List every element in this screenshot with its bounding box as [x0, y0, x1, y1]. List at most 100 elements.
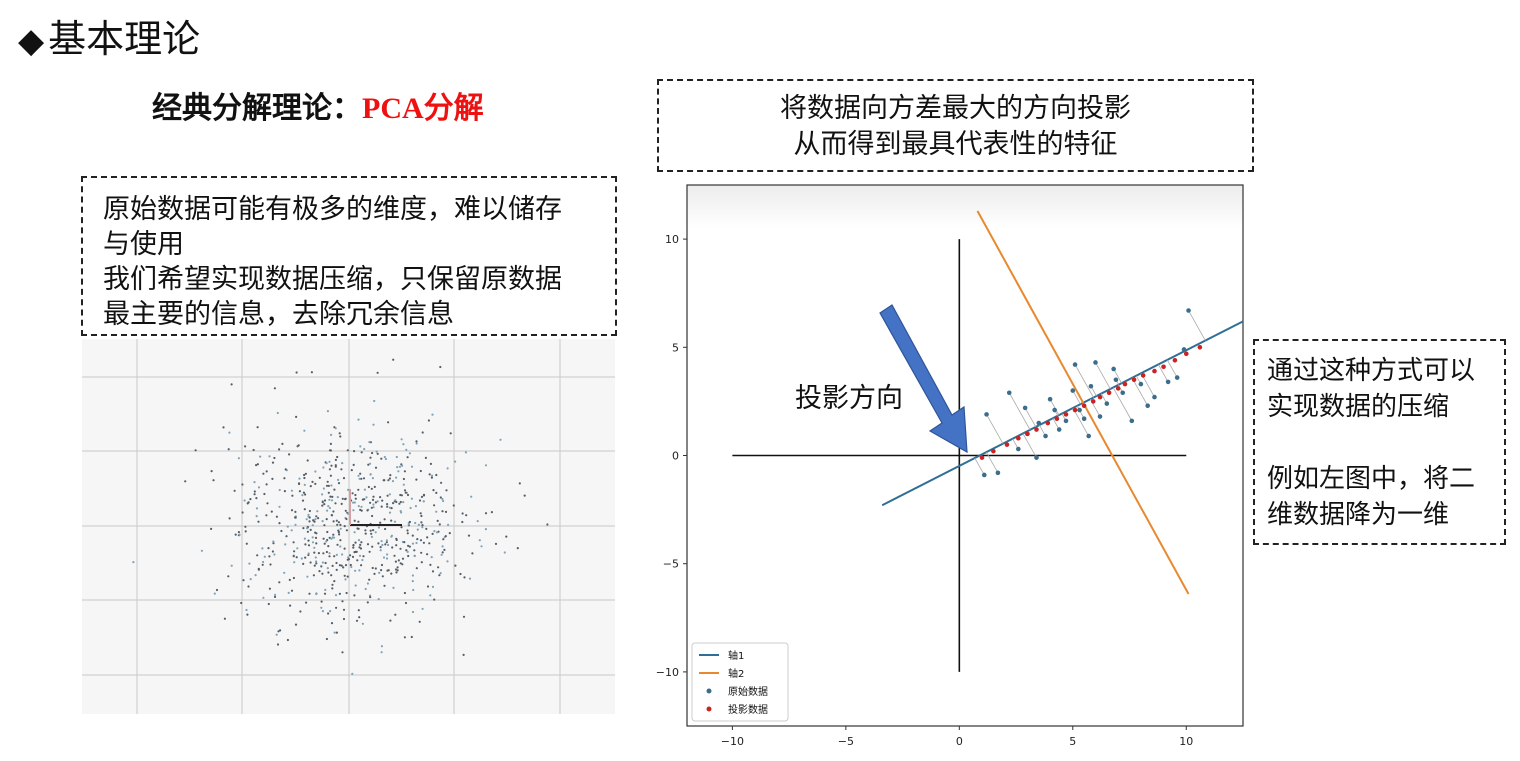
scatter-point [360, 564, 363, 567]
scatter-point [369, 456, 372, 459]
scatter-point [301, 499, 305, 502]
original-data-point [1006, 390, 1012, 396]
projection-connector [1112, 387, 1133, 422]
scatter-point [325, 518, 328, 521]
original-data-point [1056, 427, 1062, 432]
scatter-point [371, 477, 374, 480]
scatter-point [316, 510, 319, 513]
projection-connector [985, 451, 999, 474]
x-ticks: −10 −5 0 5 10 [721, 726, 1193, 748]
projected-data-point [1183, 351, 1189, 357]
scatter-point [272, 542, 275, 545]
scatter-point [335, 606, 338, 609]
scatter-point [372, 495, 375, 498]
scatter-point [407, 544, 410, 547]
scatter-point [253, 481, 256, 484]
original-data-point [1181, 347, 1187, 352]
scatter-point [341, 462, 344, 465]
scatter-point [288, 453, 291, 456]
scatter-point [388, 477, 391, 480]
scatter-point [327, 484, 330, 487]
scatter-point [420, 561, 423, 564]
scatter-point [323, 503, 326, 506]
projected-data-point [991, 448, 996, 454]
scatter-point [304, 543, 307, 546]
projection-connector [1166, 359, 1178, 378]
scatter-point [424, 456, 427, 459]
scatter-point [388, 506, 391, 509]
scatter-point [299, 610, 302, 613]
scatter-point [426, 585, 430, 588]
legend-label-projected: 投影数据 [728, 703, 768, 716]
scatter-point [446, 560, 449, 563]
scatter-point [237, 531, 240, 534]
scatter-point [228, 431, 231, 434]
scatter-point [331, 587, 334, 590]
scatter-point [409, 506, 412, 510]
scatter-point [323, 524, 326, 527]
scatter-point [339, 545, 342, 548]
scatter-point [303, 508, 306, 511]
scatter-point [436, 519, 439, 522]
scatter-point [397, 559, 400, 562]
scatter-point [252, 448, 255, 452]
scatter-point [341, 553, 344, 556]
scatter-point [389, 474, 392, 477]
scatter-point [374, 531, 377, 534]
scatter-point [290, 589, 294, 592]
scatter-point [405, 448, 408, 451]
scatter-point [390, 572, 393, 575]
scatter-point [295, 371, 298, 374]
projected-data-point [1016, 435, 1021, 441]
scatter-point [313, 546, 316, 549]
scatter-point [342, 617, 346, 621]
scatter-point [420, 521, 423, 524]
scatter-point [484, 512, 488, 515]
scatter-point [341, 651, 344, 654]
original-points [981, 308, 1191, 478]
projected-data-point [1152, 368, 1157, 374]
scatter-point [438, 574, 441, 577]
scatter-point [327, 545, 330, 548]
scatter-point [380, 651, 383, 654]
scatter-point [430, 474, 434, 477]
scatter-point [441, 545, 444, 548]
scatter-point [243, 499, 246, 502]
scatter-point [313, 520, 316, 523]
scatter-point [321, 501, 324, 504]
scatter-point [377, 526, 380, 529]
scatter-point [364, 532, 367, 535]
scatter-point [294, 510, 297, 513]
scatter-point [470, 495, 473, 498]
scatter-point [368, 462, 372, 465]
scatter-point [261, 547, 264, 550]
scatter-point [438, 523, 441, 526]
original-data-point [1070, 388, 1076, 393]
left-note-box: 原始数据可能有极多的维度，难以储存 与使用 我们希望实现数据压缩，只保留原数据 … [81, 176, 617, 336]
scatter-point [244, 525, 247, 528]
scatter-point [386, 494, 389, 497]
scatter-point [339, 527, 342, 530]
scatter-point [325, 550, 328, 554]
scatter-point [395, 455, 398, 459]
scatter-point [342, 608, 346, 611]
scatter-point [330, 499, 334, 502]
scatter-point [516, 547, 519, 550]
scatter-point [418, 499, 422, 502]
scatter-point [275, 515, 278, 518]
scatter-point [401, 464, 404, 467]
scatter-point [410, 497, 413, 500]
scatter-point [237, 457, 240, 460]
projected-data-point [1097, 394, 1103, 400]
left-note-line: 我们希望实现数据压缩，只保留原数据 [103, 264, 562, 295]
gaussian-scatter-chart [82, 339, 615, 714]
scatter-point [413, 554, 416, 558]
scatter-point [349, 554, 352, 557]
scatter-point [329, 474, 332, 477]
scatter-point [278, 505, 281, 508]
scatter-point [399, 547, 402, 550]
scatter-point [284, 468, 287, 471]
scatter-point [411, 534, 414, 537]
scatter-point [374, 501, 377, 504]
scatter-point [279, 629, 282, 632]
